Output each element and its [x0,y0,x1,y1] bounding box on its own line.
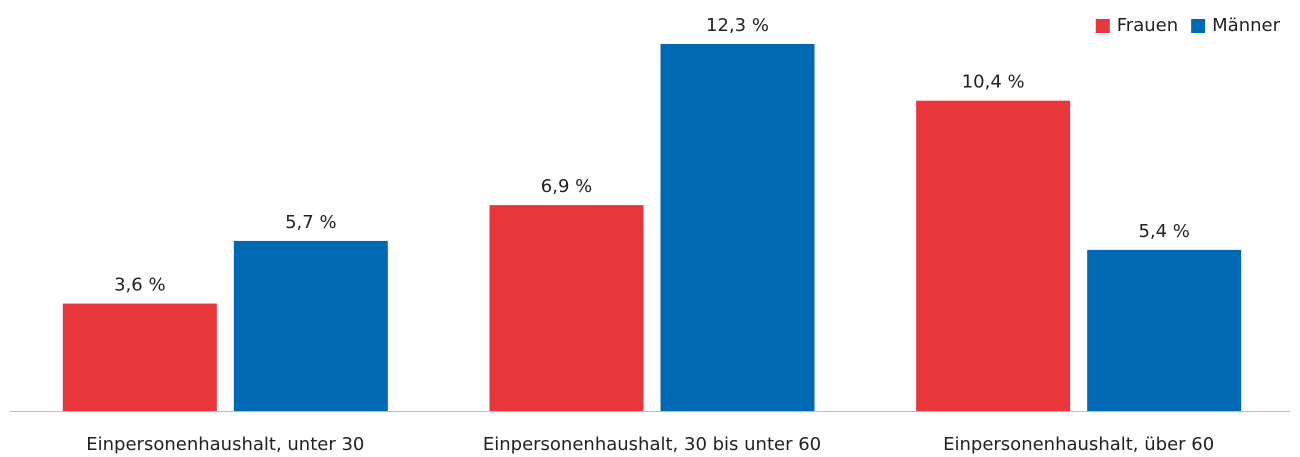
legend-swatch [1095,19,1110,33]
value-label: 3,6 % [114,275,165,296]
value-label: 5,4 % [1138,221,1189,242]
bar [660,44,815,411]
legend-swatch [1191,19,1206,33]
x-tick-label: Einpersonenhaushalt, unter 30 [86,434,364,455]
bar [916,100,1071,412]
bar [62,303,217,411]
value-label: 5,7 % [285,212,336,233]
value-label: 10,4 % [962,72,1025,93]
legend-label: Frauen [1117,15,1178,36]
value-label: 6,9 % [541,176,592,197]
bar [1087,249,1242,411]
bar [233,240,388,411]
value-label: 12,3 % [706,15,769,36]
x-tick-label: Einpersonenhaushalt, 30 bis unter 60 [483,434,821,455]
bar [489,205,644,411]
x-tick-label: Einpersonenhaushalt, über 60 [943,434,1214,455]
legend-label: Männer [1212,15,1280,36]
